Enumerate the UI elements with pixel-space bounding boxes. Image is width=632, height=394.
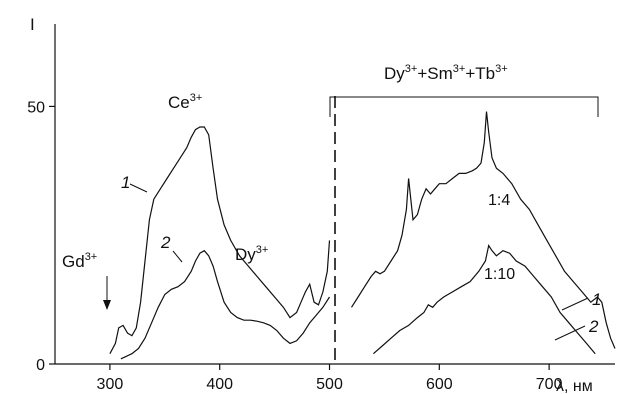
y-tick-label: 0 [36, 357, 45, 374]
curve-label-1-right: 1 [592, 290, 601, 309]
axes: I λ, нм [30, 15, 615, 394]
curve-label-1-right-leader [561, 297, 589, 311]
group-bracket [329, 96, 599, 117]
series-line-3 [350, 111, 616, 349]
x-axis-label: λ, нм [556, 378, 593, 394]
curve-label-2-left-leader [172, 250, 183, 263]
x-tick-label: 700 [536, 376, 563, 393]
series-group [109, 111, 616, 360]
ratio-1-4: 1:4 [488, 192, 510, 209]
group-title: Dy3++Sm3++Tb3+ [384, 63, 508, 83]
gd-label: Gd3+ [62, 251, 97, 271]
ce-label: Ce3+ [168, 92, 202, 112]
series-line-1 [109, 126, 331, 354]
x-tick-label: 400 [206, 376, 233, 393]
curve-label-1-left: 1 [121, 173, 130, 192]
curve-label-2-right: 2 [588, 317, 599, 336]
ratio-1-10: 1:10 [484, 266, 515, 283]
series-line-4 [373, 243, 596, 355]
x-tick-label: 500 [316, 376, 343, 393]
y-axis-label: I [30, 15, 35, 34]
tick-group: 300 400 500 600 700 0 50 [27, 99, 562, 393]
curve-label-2-left: 2 [160, 233, 171, 252]
x-tick-label: 600 [426, 376, 453, 393]
gd-arrowhead [103, 300, 111, 310]
series-line-2 [120, 249, 331, 360]
curve-label-1-left-leader [129, 183, 148, 193]
annotations: Gd3+ Ce3+ Dy3+ Dy3++Sm3++Tb3+ 1 2 1:4 1:… [62, 63, 601, 341]
x-tick-label: 300 [97, 376, 124, 393]
y-tick-label: 50 [27, 99, 45, 116]
curve-label-2-right-leader [554, 325, 586, 341]
dy-label: Dy3+ [235, 244, 268, 264]
